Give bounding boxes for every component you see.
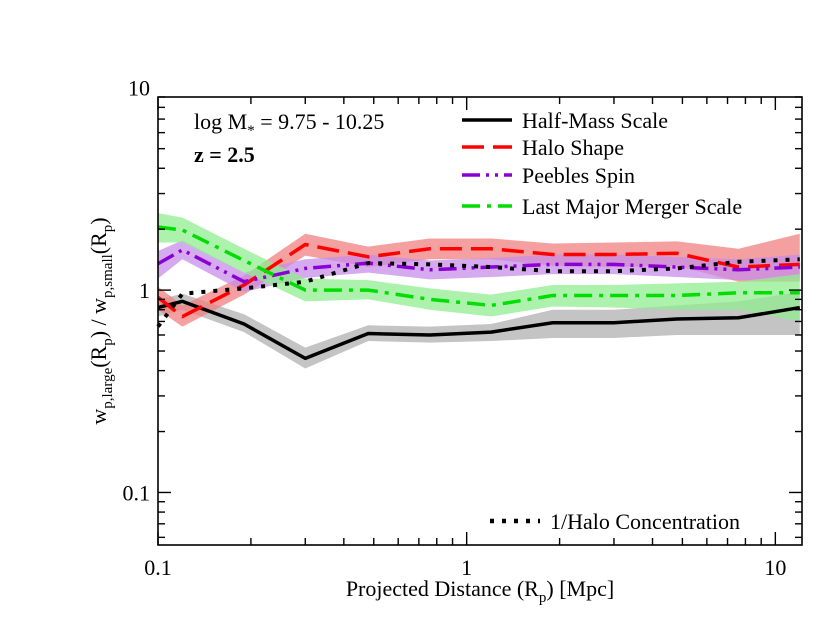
y-axis-label-r2: (R bbox=[86, 232, 111, 254]
y-tick-label: 1 bbox=[139, 278, 150, 303]
y-axis-label-end: ) bbox=[86, 217, 111, 224]
x-axis-label-main: Projected Distance (R bbox=[346, 576, 539, 601]
y-axis-label-sub2: p bbox=[100, 338, 116, 346]
redshift-annotation: z = 2.5 bbox=[194, 142, 255, 167]
mass-subscript: * bbox=[247, 123, 255, 139]
series-line-0 bbox=[157, 299, 801, 361]
series-line-2 bbox=[157, 248, 800, 284]
series-line-3 bbox=[157, 225, 800, 308]
y-tick-label: 0.1 bbox=[123, 480, 151, 505]
legend-label-2: Peebles Spin bbox=[522, 163, 635, 188]
x-tick-label: 10 bbox=[764, 555, 786, 580]
mass-range: = 9.75 - 10.25 bbox=[255, 109, 385, 134]
axis-ticks bbox=[157, 96, 802, 545]
y-axis-label-sub1: p,large bbox=[100, 367, 116, 408]
series-line-1 bbox=[156, 242, 800, 319]
y-tick-label: 10 bbox=[128, 76, 150, 101]
tick-labels: 0.1 1 10 0.1 1 10 bbox=[123, 76, 787, 580]
legend-label-3: Last Major Merger Scale bbox=[522, 194, 742, 219]
x-axis-label-sub: p bbox=[539, 590, 547, 606]
legend-label-0: Half-Mass Scale bbox=[522, 108, 668, 133]
x-axis-label: Projected Distance (Rp) [Mpc] bbox=[346, 576, 614, 606]
series-lines bbox=[156, 225, 801, 361]
y-axis-label-sub3: p,small bbox=[100, 254, 116, 298]
stellar-mass-annotation: log M* = 9.75 - 10.25 bbox=[194, 109, 384, 139]
band-3 bbox=[158, 213, 800, 322]
band-0 bbox=[158, 291, 800, 369]
y-axis-label-mid: ) / w bbox=[86, 298, 111, 338]
y-axis-label-r1: (R bbox=[86, 345, 111, 367]
legend-label-1: Halo Shape bbox=[522, 135, 624, 160]
x-tick-label: 0.1 bbox=[144, 555, 172, 580]
legend-label-4: 1/Halo Concentration bbox=[550, 509, 740, 534]
x-tick-label: 1 bbox=[461, 555, 472, 580]
mass-prefix: log M bbox=[194, 109, 247, 134]
x-axis-label-end: ) [Mpc] bbox=[546, 576, 614, 601]
y-axis-label-w1: w bbox=[86, 409, 111, 425]
y-axis-label-sub4: p bbox=[100, 225, 116, 233]
confidence-bands bbox=[158, 213, 800, 369]
y-axis-label: wp,large(Rp) / wp,small(Rp) bbox=[86, 217, 116, 424]
band-2 bbox=[158, 240, 800, 292]
